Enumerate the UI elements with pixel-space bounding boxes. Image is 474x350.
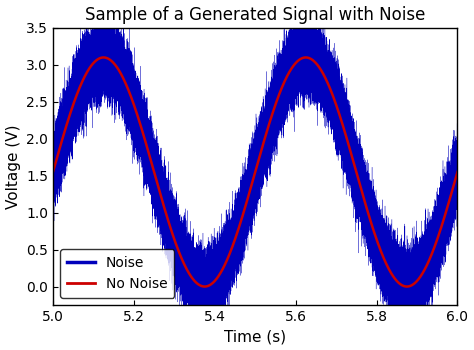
Legend: Noise, No Noise: Noise, No Noise — [60, 249, 174, 298]
Noise — [59, 121, 65, 126]
No Noise — [369, 222, 374, 226]
Noise — [417, 255, 422, 259]
Title: Sample of a Generated Signal with Noise: Sample of a Generated Signal with Noise — [85, 6, 425, 23]
No Noise — [455, 170, 460, 174]
No Noise — [443, 210, 449, 214]
Line: No Noise: No Noise — [53, 57, 457, 287]
Noise — [100, 30, 105, 34]
Noise — [435, 246, 441, 250]
Noise — [308, 42, 313, 46]
Line: Noise: Noise — [53, 0, 457, 340]
No Noise — [443, 209, 449, 214]
Noise — [50, 162, 56, 166]
X-axis label: Time (s): Time (s) — [224, 329, 286, 344]
No Noise — [100, 55, 106, 60]
No Noise — [404, 285, 410, 289]
Noise — [263, 150, 269, 155]
Noise — [455, 168, 460, 172]
No Noise — [50, 170, 56, 174]
Noise — [408, 338, 414, 342]
No Noise — [247, 189, 253, 193]
No Noise — [236, 225, 242, 229]
No Noise — [71, 102, 76, 106]
Y-axis label: Voltage (V): Voltage (V) — [6, 124, 20, 209]
